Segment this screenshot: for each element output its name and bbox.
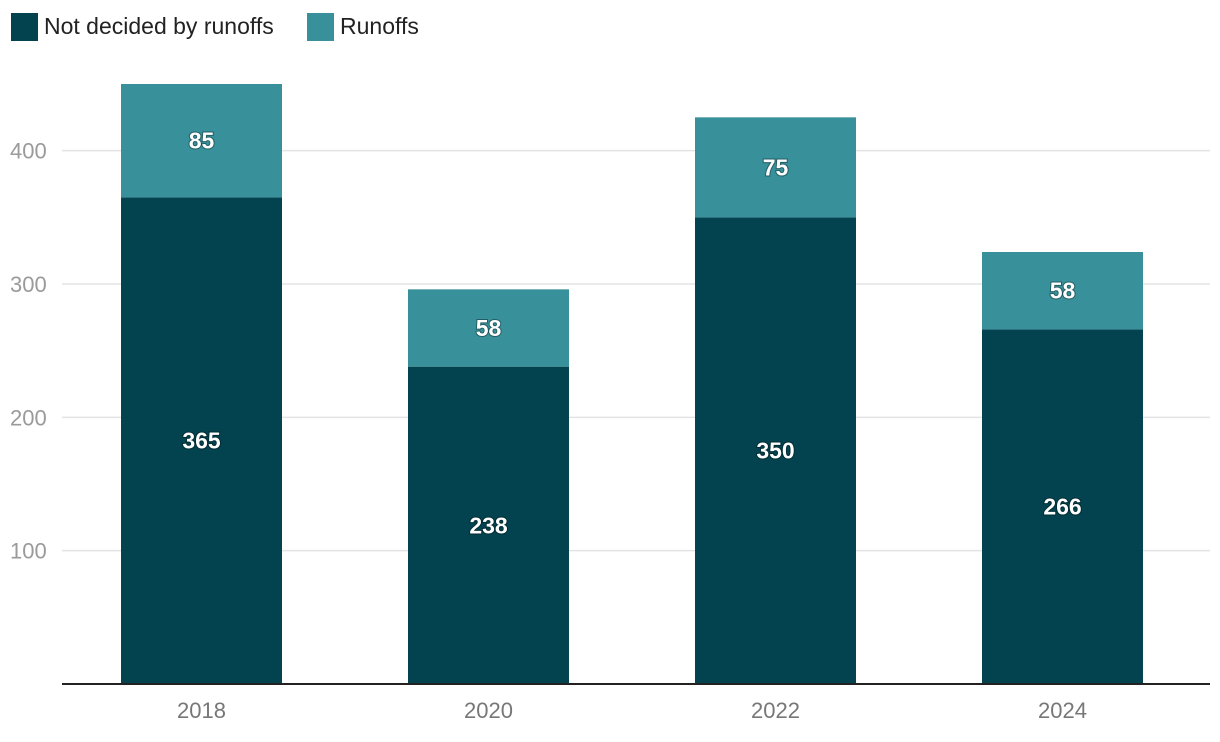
x-tick-label: 2018 (177, 698, 226, 723)
data-label: 238 (469, 512, 508, 538)
data-label: 350 (756, 438, 794, 464)
y-tick-label: 100 (10, 539, 47, 564)
x-tick-label: 2020 (464, 698, 513, 723)
x-axis-labels: 2018 2020 2022 2024 (177, 698, 1087, 723)
y-tick-label: 300 (10, 272, 47, 297)
bar-segment (121, 197, 282, 685)
bar-segment (408, 366, 569, 684)
x-tick-label: 2024 (1038, 698, 1087, 723)
legend: Not decided by runoffs Runoffs (11, 13, 419, 41)
bar-segment (121, 84, 282, 198)
legend-swatch (307, 13, 334, 41)
y-axis-ticks: 100 200 300 400 (10, 139, 47, 564)
legend-label: Not decided by runoffs (44, 13, 274, 39)
bars (121, 84, 1143, 685)
bar-segment (982, 252, 1143, 330)
x-tick-label: 2022 (751, 698, 800, 723)
data-label: 365 (182, 428, 221, 454)
bar-segment (695, 217, 856, 685)
legend-swatch (11, 13, 38, 41)
bar-segment (982, 329, 1143, 684)
data-label: 85 (189, 128, 215, 154)
data-label: 58 (476, 315, 502, 341)
legend-label: Runoffs (340, 13, 419, 39)
data-label: 266 (1043, 494, 1081, 520)
data-label: 75 (763, 154, 789, 180)
bar-segment (695, 117, 856, 218)
data-label: 58 (1050, 278, 1076, 304)
y-tick-label: 400 (10, 139, 47, 164)
data-labels: 365 85 238 58 350 75 266 58 (181, 127, 1082, 540)
bar-segment (408, 289, 569, 367)
y-tick-label: 200 (10, 405, 47, 430)
